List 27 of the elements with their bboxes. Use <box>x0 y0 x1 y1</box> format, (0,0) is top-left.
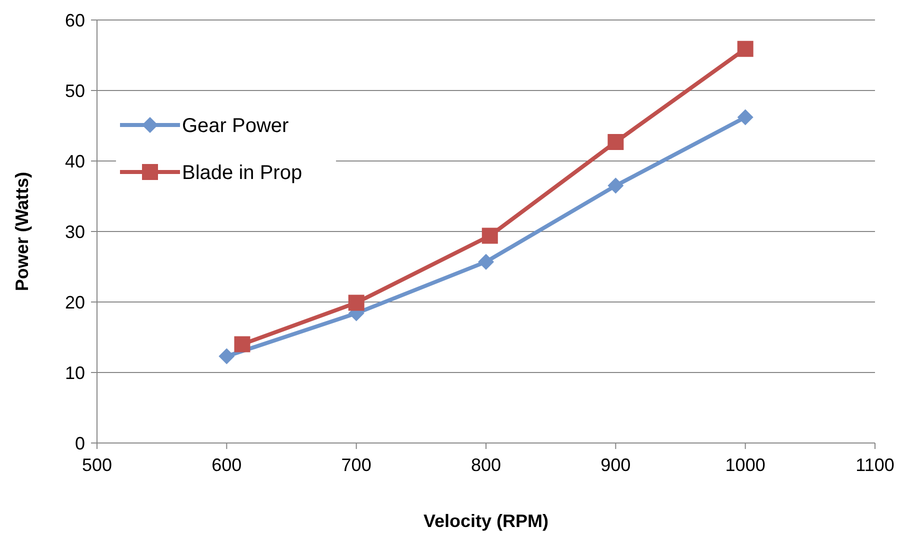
x-tick-label: 600 <box>212 455 242 475</box>
point <box>218 348 235 364</box>
point <box>478 254 494 270</box>
y-tick-label: 50 <box>64 80 85 101</box>
legend-label: Gear Power <box>182 115 290 137</box>
y-tick-label: 30 <box>64 222 85 242</box>
point <box>234 336 250 352</box>
legend-label: Blade in Prop <box>182 162 302 184</box>
y-axis-title: Power (Watts) <box>12 172 32 292</box>
x-tick-label: 800 <box>470 455 502 475</box>
y-tick-label: 10 <box>64 362 85 383</box>
point <box>608 178 624 194</box>
y-tick-label: 40 <box>64 151 85 172</box>
x-tick-label: 500 <box>82 455 112 475</box>
x-tick-label: 1000 <box>725 455 766 475</box>
point <box>737 40 754 57</box>
x-axis-title: Velocity (RPM) <box>423 511 549 531</box>
x-tick-label: 1100 <box>856 455 894 475</box>
x-tick-label: 900 <box>600 455 631 475</box>
point <box>737 109 754 126</box>
point <box>348 294 364 311</box>
point <box>482 228 498 244</box>
point <box>608 134 624 150</box>
x-tick-label: 700 <box>341 455 372 475</box>
y-tick-label: 0 <box>74 433 85 454</box>
y-tick-label: 60 <box>64 10 85 30</box>
y-tick-label: 20 <box>64 292 85 312</box>
